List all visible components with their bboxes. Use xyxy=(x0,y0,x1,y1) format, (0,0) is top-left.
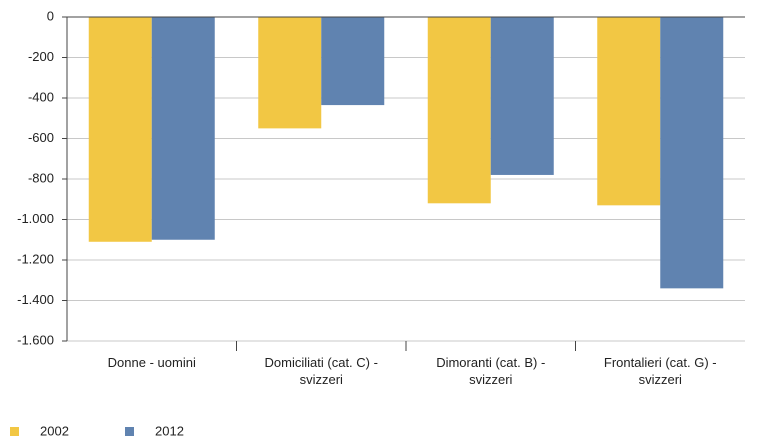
x-tick-label: Frontalieri (cat. G) - svizzeri xyxy=(603,355,717,387)
x-tick-label: Donne - uomini xyxy=(107,355,196,370)
bar xyxy=(490,17,554,175)
x-tick-label: Dimoranti (cat. B) - svizzeri xyxy=(436,355,546,387)
x-tick-label: Domiciliati (cat. C) - svizzeri xyxy=(264,355,378,387)
y-tick-label: 0 xyxy=(47,8,54,23)
y-tick-label: -1.000 xyxy=(17,211,54,226)
legend-label: 2012 xyxy=(155,423,184,438)
bar xyxy=(660,17,724,289)
y-tick-label: -1.400 xyxy=(17,292,54,307)
legend-swatch xyxy=(125,427,134,436)
y-tick-label: -200 xyxy=(28,49,54,64)
y-tick-label: -400 xyxy=(28,89,54,104)
bar xyxy=(151,17,215,240)
y-tick-label: -800 xyxy=(28,170,54,185)
bar xyxy=(597,17,661,206)
y-tick-label: -1.200 xyxy=(17,251,54,266)
bar xyxy=(427,17,491,204)
y-tick-label: -1.600 xyxy=(17,332,54,347)
legend-label: 2002 xyxy=(40,423,69,438)
y-tick-label: -600 xyxy=(28,130,54,145)
legend-swatch xyxy=(10,427,19,436)
bar xyxy=(321,17,385,106)
bar xyxy=(88,17,152,242)
bar xyxy=(258,17,322,129)
